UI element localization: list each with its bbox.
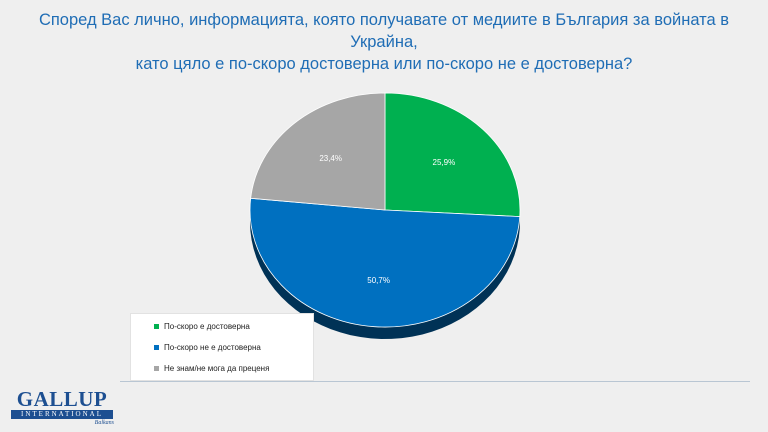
legend-label-2: По-скоро не е достоверна: [164, 342, 261, 352]
legend-item-3: Не знам/не мога да преценя: [131, 361, 269, 375]
chart-title: Според Вас лично, информацията, която по…: [10, 9, 758, 75]
legend-swatch-2: [154, 344, 159, 350]
chart-title-line-1: Според Вас лично, информацията, която по…: [38, 11, 730, 51]
chart-title-line-2: като цяло е по-скоро достоверна или по-с…: [135, 55, 633, 73]
legend-swatch-3: [154, 365, 159, 371]
pie-label-3: 23,4%: [319, 154, 342, 163]
legend: По-скоро е достоверна По-скоро не е дост…: [130, 313, 314, 381]
pie-label-1: 25,9%: [433, 158, 456, 167]
logo-gallup-text: GALLUP: [16, 387, 108, 411]
pie-slice-2: [249, 197, 521, 328]
logo-international-band: INTERNATIONAL: [11, 410, 113, 419]
gallup-logo: GALLUP INTERNATIONAL Balkans: [10, 389, 118, 429]
legend-label-1: По-скоро е достоверна: [164, 321, 250, 331]
pie-label-2: 50,7%: [367, 276, 390, 285]
logo-balkans-text: Balkans: [94, 420, 114, 426]
pie-slice-1: [384, 92, 521, 218]
pie-slice-3: [250, 92, 386, 211]
legend-label-3: Не знам/не мога да преценя: [164, 363, 270, 373]
legend-item-1: По-скоро е достоверна: [131, 319, 250, 333]
footer-divider: [120, 381, 750, 382]
legend-item-2: По-скоро не е достоверна: [131, 340, 261, 354]
legend-swatch-1: [154, 323, 159, 329]
